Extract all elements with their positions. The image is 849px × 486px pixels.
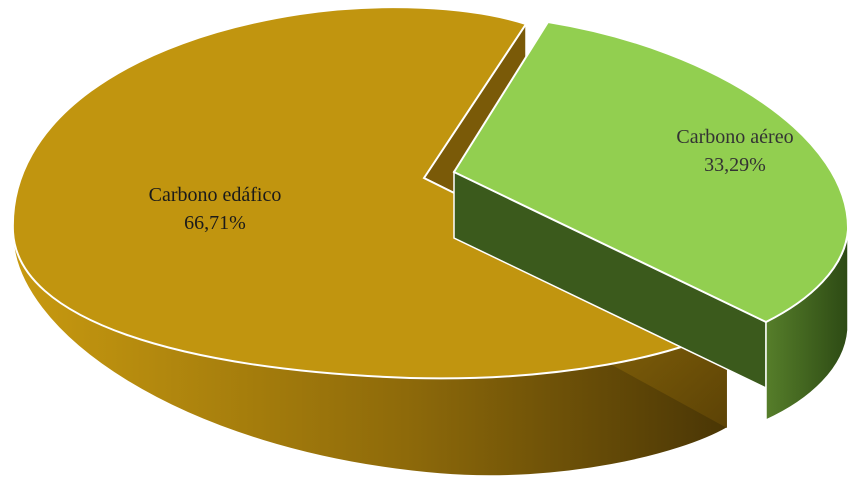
value-carbono-aereo: 33,29% xyxy=(704,154,766,176)
slice-carbono-aereo xyxy=(452,20,849,422)
slice-carbono-edafico-top xyxy=(11,6,730,380)
slice-labels: Carbono edáfico 66,71% Carbono aéreo 33,… xyxy=(149,126,794,234)
slice-carbono-aereo-top xyxy=(452,20,849,324)
label-carbono-aereo: Carbono aéreo xyxy=(676,126,793,148)
value-carbono-edafico: 66,71% xyxy=(184,212,246,234)
label-carbono-edafico: Carbono edáfico xyxy=(149,184,282,206)
